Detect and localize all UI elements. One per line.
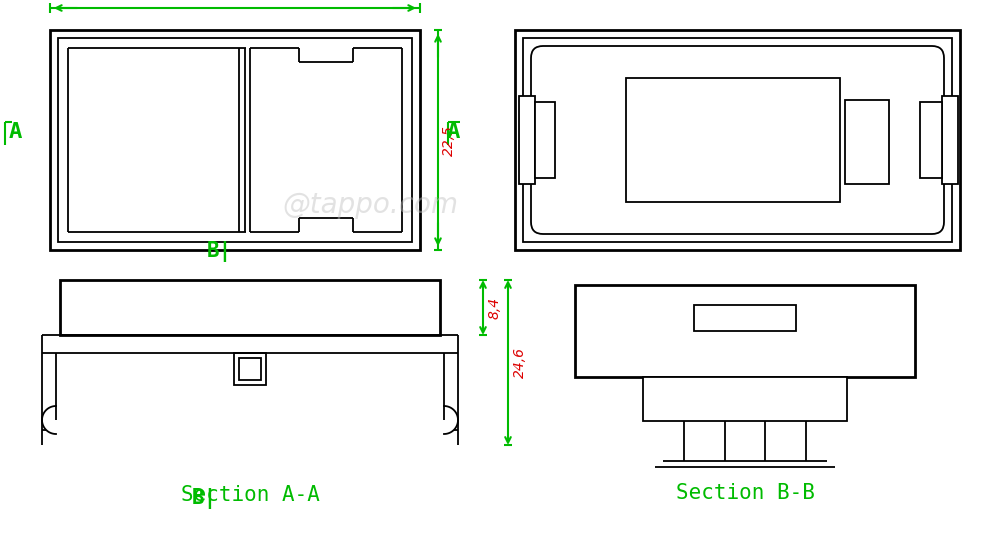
Text: 8,4: 8,4 xyxy=(488,296,502,318)
Text: Section B-B: Section B-B xyxy=(676,483,815,503)
Bar xyxy=(694,305,796,331)
Bar xyxy=(50,30,420,250)
Bar xyxy=(626,79,839,202)
Bar xyxy=(942,96,958,184)
Bar xyxy=(515,30,960,250)
Bar xyxy=(519,96,535,184)
Text: 45: 45 xyxy=(221,0,248,1)
Text: A: A xyxy=(447,122,460,142)
Text: B|: B| xyxy=(191,488,217,509)
Text: 22,5: 22,5 xyxy=(442,125,456,156)
Bar xyxy=(60,280,440,335)
Text: Section A-A: Section A-A xyxy=(180,485,319,505)
Bar xyxy=(234,353,266,385)
Bar xyxy=(920,102,942,178)
FancyBboxPatch shape xyxy=(531,46,944,234)
Text: 24,6: 24,6 xyxy=(513,347,527,378)
Text: @tappo.com: @tappo.com xyxy=(282,191,458,219)
Text: B|: B| xyxy=(207,241,232,262)
Bar xyxy=(844,101,889,184)
Bar xyxy=(239,358,261,380)
Bar xyxy=(575,285,915,377)
Bar xyxy=(535,102,555,178)
Bar xyxy=(58,38,412,242)
Text: A: A xyxy=(8,122,22,142)
Bar xyxy=(643,377,847,422)
Bar xyxy=(523,38,952,242)
